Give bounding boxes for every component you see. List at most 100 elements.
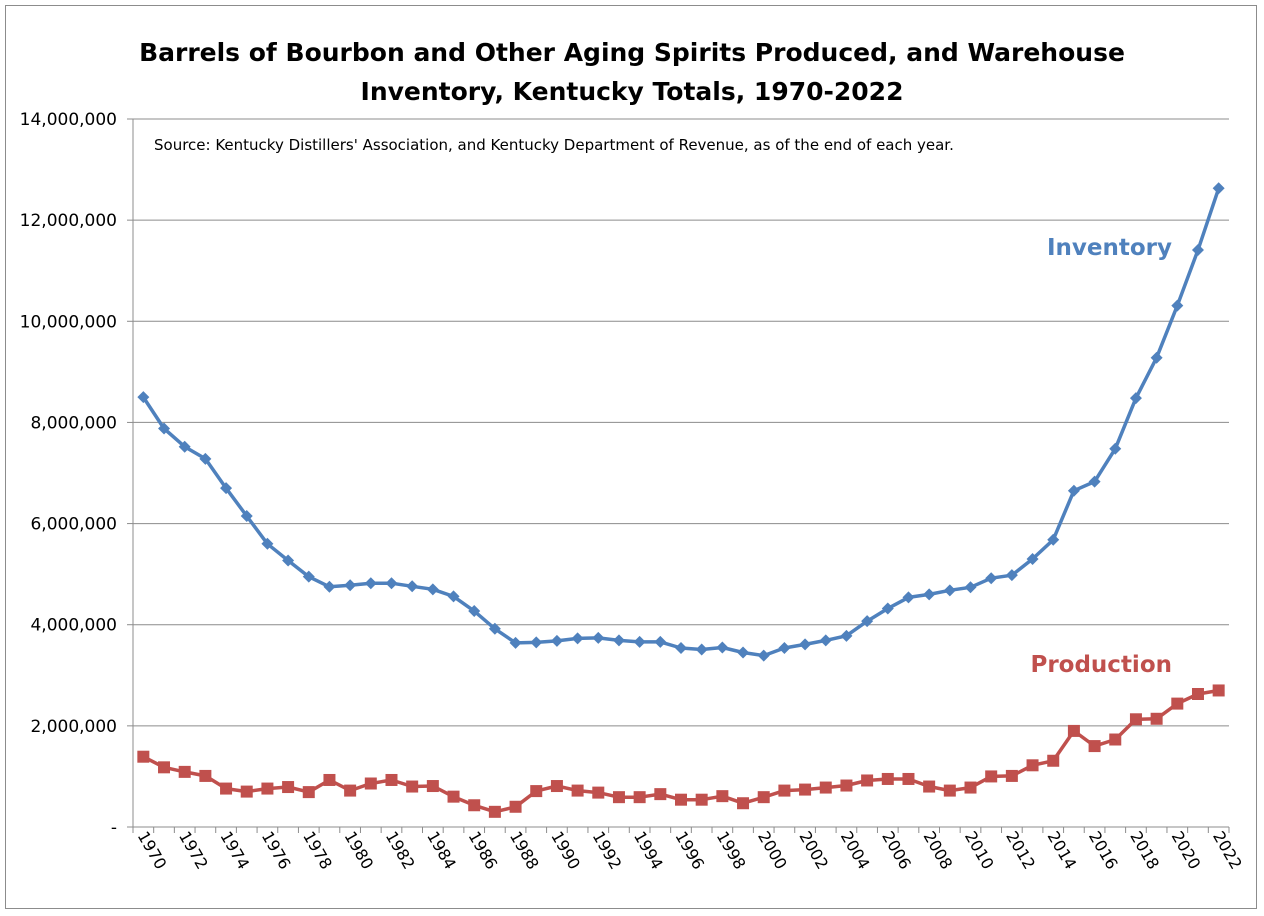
inventory-point xyxy=(902,591,915,604)
inventory-point xyxy=(220,482,233,495)
production-point xyxy=(302,786,315,799)
inventory-point xyxy=(385,577,398,590)
x-tick-label: 1974 xyxy=(216,828,253,873)
x-tick-label: 2014 xyxy=(1044,828,1081,873)
chart-title: Barrels of Bourbon and Other Aging Spiri… xyxy=(0,33,1264,111)
inventory-point xyxy=(757,649,770,662)
production-point xyxy=(861,774,874,787)
x-tick-label: 1972 xyxy=(175,828,212,873)
inventory-point xyxy=(1191,243,1204,256)
inventory-point xyxy=(716,641,729,654)
x-axis-ticks: 1970 1972 1974 1976 1978 1980 1982 1984 1986 1988… xyxy=(132,827,1246,873)
production-point xyxy=(964,781,977,794)
inventory-point xyxy=(1129,392,1142,405)
x-tick-label: 2016 xyxy=(1085,828,1122,873)
production-point xyxy=(1150,712,1163,725)
x-tick-label: 2000 xyxy=(754,828,791,873)
y-tick-label: 4,000,000 xyxy=(30,616,117,636)
x-tick-label: 2006 xyxy=(878,828,915,873)
inventory-point xyxy=(1067,484,1080,497)
inventory-point xyxy=(985,572,998,585)
production-point xyxy=(716,790,729,803)
inventory-point xyxy=(1088,475,1101,488)
inventory-point xyxy=(323,580,336,593)
production-point xyxy=(881,772,894,785)
inventory-point xyxy=(261,537,274,550)
inventory-point xyxy=(550,634,563,647)
inventory-point xyxy=(364,577,377,590)
x-tick-label: 2012 xyxy=(1002,828,1039,873)
production-point xyxy=(468,799,481,812)
production-point xyxy=(612,791,625,804)
inventory-point xyxy=(468,605,481,618)
inventory-point xyxy=(302,570,315,583)
inventory-point xyxy=(406,580,419,593)
production-point xyxy=(819,781,832,794)
inventory-point xyxy=(1171,299,1184,312)
production-point xyxy=(488,805,501,818)
inventory-point xyxy=(509,636,522,649)
x-tick-label: 1970 xyxy=(134,828,171,873)
production-point xyxy=(1026,759,1039,772)
production-point xyxy=(1212,684,1225,697)
y-tick-label: 10,000,000 xyxy=(20,312,117,332)
x-tick-label: 1982 xyxy=(382,828,419,873)
production-point xyxy=(199,769,212,782)
production-point xyxy=(447,790,460,803)
inventory-point xyxy=(923,588,936,601)
inventory-point xyxy=(819,634,832,647)
production-point xyxy=(571,784,584,797)
series-label-inventory: Inventory xyxy=(1047,235,1172,261)
inventory-point xyxy=(1005,569,1018,582)
production-point xyxy=(282,781,295,794)
inventory-point xyxy=(799,638,812,651)
x-tick-label: 1990 xyxy=(547,828,584,873)
production-point xyxy=(364,777,377,790)
y-axis-ticks: - 2,000,000 4,000,000 6,000,000 8,000,000 10,… xyxy=(20,110,133,838)
x-tick-label: 1994 xyxy=(630,828,667,873)
series-label-production: Production xyxy=(1030,652,1172,678)
x-tick-label: 2008 xyxy=(920,828,957,873)
inventory-point xyxy=(137,391,150,404)
production-point xyxy=(261,782,274,795)
x-tick-label: 2022 xyxy=(1209,828,1246,873)
y-tick-label: 6,000,000 xyxy=(30,515,117,535)
y-tick-label: - xyxy=(111,818,117,838)
y-tick-label: 14,000,000 xyxy=(20,110,117,130)
source-annotation: Source: Kentucky Distillers' Association… xyxy=(154,136,954,154)
inventory-point xyxy=(1212,182,1225,195)
x-tick-label: 2020 xyxy=(1168,828,1205,873)
inventory-point xyxy=(861,615,874,628)
inventory-point xyxy=(426,583,439,596)
production-point xyxy=(675,793,687,806)
production-point xyxy=(426,780,439,793)
production-point xyxy=(220,782,233,795)
production-point xyxy=(1088,740,1101,753)
axes xyxy=(132,119,1229,828)
production-point xyxy=(1067,724,1080,737)
inventory-point xyxy=(675,641,687,654)
production-point xyxy=(240,785,253,798)
production-point xyxy=(1109,733,1122,746)
chart-title-line-1: Barrels of Bourbon and Other Aging Spiri… xyxy=(139,38,1125,67)
inventory-point xyxy=(1109,442,1122,455)
production-point xyxy=(757,791,770,804)
production-point xyxy=(158,761,171,774)
production-point xyxy=(550,780,563,793)
inventory-point xyxy=(178,440,191,453)
inventory-point xyxy=(654,635,667,648)
x-tick-label: 1998 xyxy=(713,828,750,873)
x-tick-label: 2002 xyxy=(795,828,832,873)
x-tick-label: 1986 xyxy=(465,828,502,873)
production-point xyxy=(1129,713,1142,726)
inventory-point xyxy=(964,581,977,594)
chart-title-line-2: Inventory, Kentucky Totals, 1970-2022 xyxy=(360,77,904,106)
production-point xyxy=(985,770,998,783)
inventory-point xyxy=(840,629,853,642)
production-point xyxy=(840,779,853,792)
production-point xyxy=(633,791,646,804)
x-tick-label: 1992 xyxy=(589,828,626,873)
x-tick-label: 2010 xyxy=(961,828,998,873)
x-tick-label: 1976 xyxy=(258,828,295,873)
inventory-point xyxy=(199,452,212,465)
